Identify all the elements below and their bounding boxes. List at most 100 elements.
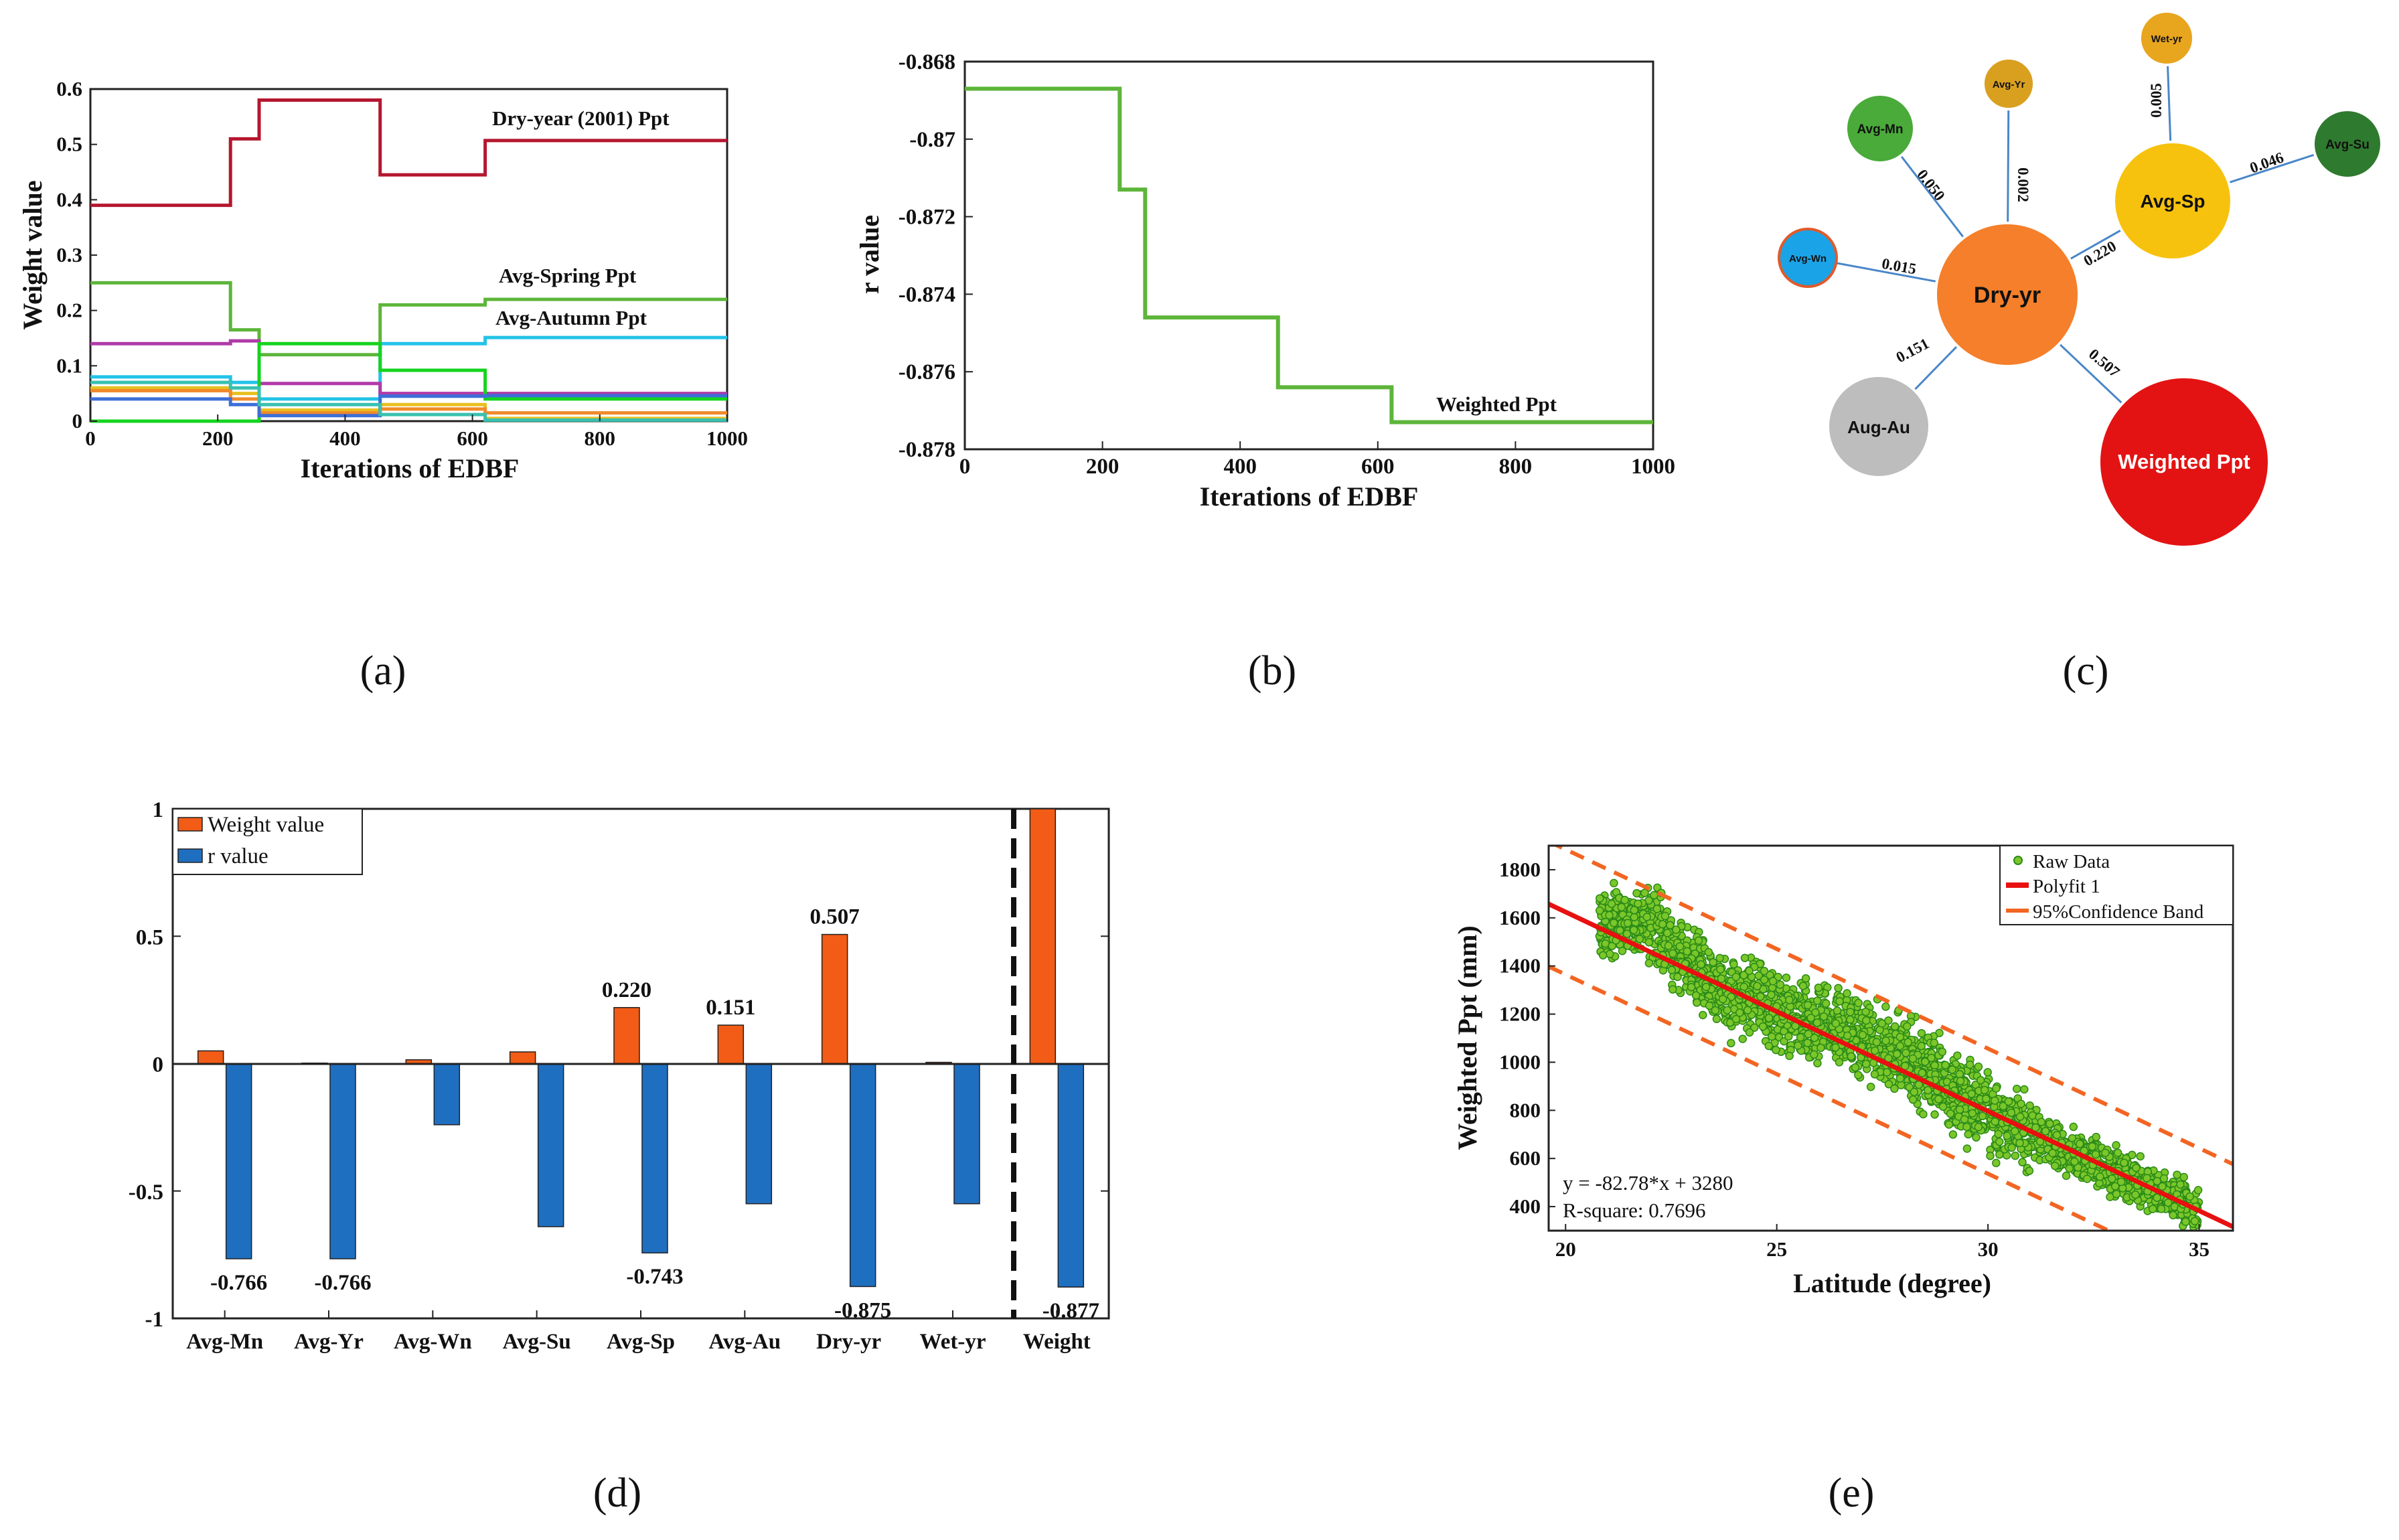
raw-data-point <box>1930 1038 1939 1047</box>
raw-data-point <box>1960 1115 1969 1124</box>
raw-data-point <box>1623 919 1632 927</box>
bar-weight-avg-su <box>509 1051 536 1065</box>
raw-data-point <box>1866 1082 1875 1091</box>
raw-data-point <box>1687 983 1696 992</box>
raw-data-point <box>1632 889 1641 898</box>
raw-data-point <box>1978 1111 1987 1121</box>
node-label-avg-su: Avg-Su <box>2325 138 2370 152</box>
network-edge-weights: 0.050 0.002 0.220 0.015 0.151 0.507 0.00… <box>1881 83 2286 380</box>
panel-e-xtick-label: 20 <box>1555 1237 1576 1261</box>
raw-data-point <box>1851 1063 1860 1072</box>
panel-d-legend: Weight value r value <box>172 808 363 875</box>
raw-data-point <box>1974 1122 1983 1132</box>
raw-data-point <box>1616 926 1624 935</box>
raw-data-point <box>1667 966 1677 975</box>
panel-b-y-axis-label: r value <box>854 215 884 294</box>
raw-data-point <box>1833 1006 1842 1015</box>
panel-b-axes-box <box>963 60 1654 451</box>
raw-data-point <box>1986 1152 1995 1160</box>
raw-data-point <box>1846 1015 1855 1024</box>
raw-data-point <box>1618 946 1627 955</box>
panel-b-ytick-label: -0.878 <box>899 438 955 462</box>
raw-data-point <box>1861 1007 1870 1016</box>
raw-data-point <box>1785 996 1794 1004</box>
raw-data-point <box>2101 1148 2110 1157</box>
raw-data-point <box>2018 1158 2027 1167</box>
raw-data-point <box>1964 1130 1972 1139</box>
bar-label-weight: 0.151 <box>706 996 755 1020</box>
panel-a-line-avg-spring-ppt <box>90 281 727 357</box>
panel-e-yticks: 1800 1600 1400 1200 1000 800 600 400 <box>1499 858 1555 1218</box>
raw-data-point <box>1691 991 1701 1000</box>
raw-data-point <box>1956 1077 1965 1085</box>
raw-data-point <box>1843 1031 1852 1041</box>
raw-data-point <box>1924 1086 1932 1095</box>
raw-data-point <box>2012 1084 2021 1093</box>
raw-data-point <box>1658 920 1667 929</box>
raw-data-point <box>2136 1152 2145 1161</box>
raw-data-point <box>1644 959 1654 968</box>
raw-data-point <box>2096 1172 2104 1181</box>
panel-a-ytick-label: 0.4 <box>56 187 82 211</box>
raw-data-point <box>2112 1190 2121 1199</box>
raw-data-point <box>1664 941 1673 950</box>
raw-data-point <box>2007 1108 2016 1118</box>
raw-data-point <box>1965 1060 1975 1069</box>
panel-e-xtick-label: 30 <box>1978 1237 1999 1261</box>
node-label-wet-yr: Wet-yr <box>2151 33 2183 45</box>
panel-e-xtick-label: 35 <box>2189 1237 2210 1261</box>
raw-data-point <box>1917 1028 1926 1038</box>
panel-a-xtick-label: 200 <box>202 427 234 450</box>
raw-data-point <box>1972 1133 1981 1142</box>
bar-label-weight: 0.220 <box>602 978 651 1002</box>
raw-data-point <box>1908 1095 1918 1104</box>
bar-r-wet-yr <box>953 1063 980 1205</box>
panel-a-ytick-label: 0.5 <box>56 133 82 156</box>
panel-a-line-orange <box>90 389 727 415</box>
raw-data-point <box>1683 947 1692 956</box>
raw-data-point <box>2028 1111 2037 1120</box>
raw-data-point <box>2004 1097 2013 1106</box>
raw-data-point <box>2045 1120 2054 1128</box>
raw-data-point <box>2116 1177 2126 1186</box>
edge-weight-wet-yr: 0.005 <box>2148 83 2165 118</box>
edge-weight-avg-yr: 0.002 <box>2015 167 2031 202</box>
legend-swatch-weight-value <box>177 817 203 832</box>
bar-weight-weight <box>1029 808 1057 1065</box>
raw-data-point <box>1764 1014 1774 1022</box>
raw-data-point <box>1992 1158 2001 1168</box>
bar-r-avg-yr <box>329 1063 356 1259</box>
raw-data-point <box>1738 1034 1747 1043</box>
raw-data-point <box>1731 1014 1741 1024</box>
raw-data-point <box>1796 1033 1805 1042</box>
raw-data-point <box>1881 1036 1890 1045</box>
raw-data-point <box>1821 999 1831 1008</box>
bar-label-weight: 0.507 <box>810 905 860 929</box>
raw-data-point <box>2157 1205 2166 1213</box>
raw-data-point <box>2190 1217 2199 1225</box>
node-label-avg-sp: Avg-Sp <box>2141 191 2205 212</box>
raw-data-point <box>1944 1120 1954 1129</box>
raw-data-point <box>1806 1013 1815 1022</box>
raw-data-point <box>2082 1174 2092 1183</box>
raw-data-point <box>1622 929 1632 938</box>
raw-data-point <box>2185 1192 2194 1201</box>
legend-label-raw-data: Raw Data <box>2033 851 2110 872</box>
raw-data-point <box>1903 1022 1912 1031</box>
raw-data-point <box>1846 1008 1855 1016</box>
bar-r-avg-mn <box>225 1063 252 1259</box>
raw-data-point <box>1620 895 1629 905</box>
raw-data-point <box>1673 972 1682 982</box>
raw-data-point <box>2025 1166 2034 1175</box>
node-label-avg-wn: Avg-Wn <box>1789 253 1827 264</box>
raw-data-point <box>2176 1180 2185 1189</box>
raw-data-point <box>1941 1061 1950 1069</box>
panel-e-legend: Raw Data Polyfit 1 95%Confidence Band <box>1999 845 2234 925</box>
raw-data-point <box>1938 1047 1947 1057</box>
raw-data-point <box>1598 951 1608 959</box>
raw-data-point <box>1607 899 1616 909</box>
bar-weight-dry-yr <box>821 933 848 1065</box>
raw-data-point <box>1946 1109 1955 1118</box>
panel-e-xtick-label: 25 <box>1766 1237 1787 1261</box>
